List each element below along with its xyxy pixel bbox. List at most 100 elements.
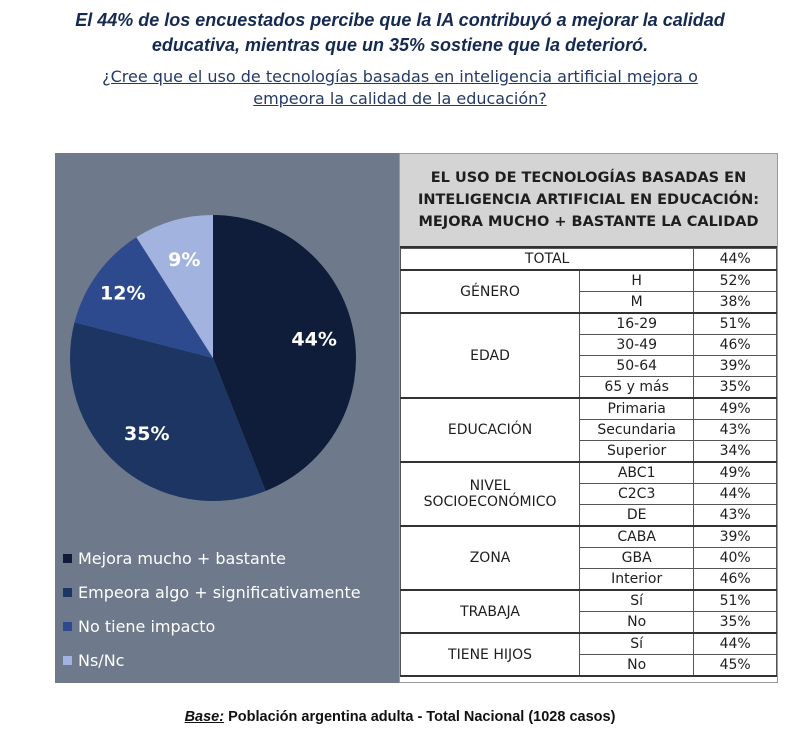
table-group-label-line: EDAD — [470, 347, 510, 364]
table-subgroup-label: ABC1 — [579, 461, 695, 484]
legend-label-no-impacto: No tiene impacto — [78, 616, 216, 636]
legend-item-empeora: Empeora algo + significativamente — [63, 575, 361, 609]
table-row: GBA 40% — [401, 547, 777, 569]
table-subgroup-label: GBA — [579, 547, 695, 569]
table-group-label-line: ZONA — [469, 550, 511, 566]
table-group-label-line: TRABAJA — [460, 603, 521, 620]
table-group-label: NIVEL SOCIOECONÓMICO — [399, 461, 581, 527]
legend-swatch-no-impacto — [63, 621, 72, 631]
table-row: NIVEL SOCIOECONÓMICO ABC1 49% — [399, 461, 777, 527]
table-value: 39% — [693, 355, 777, 377]
table-value: 34% — [693, 440, 777, 463]
pie-label-mejora: 44% — [291, 329, 336, 351]
table-value: 35% — [693, 611, 777, 634]
legend-item-mejora: Mejora mucho + bastante — [63, 541, 361, 575]
table-row-total: TOTAL 44% — [399, 248, 777, 271]
table-value: 52% — [693, 269, 777, 292]
table-row: GÉNERO H 52% — [399, 269, 777, 314]
table-value: 45% — [693, 654, 777, 677]
table-subgroup-label: M — [579, 291, 695, 314]
pie-slice-mejora — [213, 215, 357, 491]
table-title-line-1: EL USO DE TECNOLOGÍAS BASADAS EN — [430, 170, 747, 186]
table-group-label: GÉNERO — [399, 269, 581, 314]
breakdown-table-panel: EL USO DE TECNOLOGÍAS BASADAS EN INTELIGE… — [399, 153, 778, 683]
table-value: 49% — [693, 461, 777, 484]
headline: El 44% de los encuestados percibe que la… — [20, 8, 780, 58]
legend-swatch-nsnc — [63, 655, 72, 665]
footer-base-label: Base: — [184, 709, 225, 725]
question-line-1: ¿Cree que el uso de tecnologías basadas … — [102, 67, 698, 86]
table-value: 51% — [693, 312, 777, 335]
table-subgroup-label: 16-29 — [579, 312, 695, 335]
table-value: 43% — [693, 419, 777, 441]
pie-slice-no-impacto — [74, 237, 213, 358]
pie-label-no-impacto: 12% — [100, 282, 145, 304]
legend-label-empeora: Empeora algo + significativamente — [78, 582, 361, 602]
table-subgroup-label: CABA — [579, 525, 695, 548]
footer-base-note: Base: Población argentina adulta - Total… — [0, 709, 800, 725]
table-subgroup-label: Interior — [579, 568, 695, 591]
table-value: 40% — [693, 547, 777, 569]
survey-question: ¿Cree que el uso de tecnologías basadas … — [20, 66, 780, 110]
table-row: EDUCACIÓN Primaria 49% — [399, 397, 777, 463]
table-value: 35% — [693, 376, 777, 399]
table-row: 50-64 39% — [401, 355, 777, 377]
table-row: Superior 34% — [401, 440, 777, 463]
table-group-label-line: TIENE HIJOS — [448, 646, 533, 663]
table-subgroup-label: Sí — [579, 632, 695, 655]
table-row: 65 y más 35% — [401, 376, 777, 399]
table-row: TIENE HIJOS Sí 44% — [399, 632, 777, 677]
table-subgroup-label: Secundaria — [579, 419, 695, 441]
pie-slice-nsnc — [136, 215, 213, 358]
table-subgroup-label: 30-49 — [579, 334, 695, 356]
table-value: 44% — [693, 632, 777, 655]
table-subgroup-label: Primaria — [579, 397, 695, 420]
table-row: No 45% — [401, 654, 777, 677]
table-value: 43% — [693, 504, 777, 527]
legend-label-mejora: Mejora mucho + bastante — [78, 548, 287, 568]
table-value: 39% — [693, 525, 777, 548]
table-row: TRABAJA Sí 51% — [399, 589, 777, 634]
table-subgroup-label: Sí — [579, 589, 695, 612]
table-subgroup-label: DE — [579, 504, 695, 527]
pie-label-nsnc: 9% — [168, 249, 200, 271]
table-subgroup-label: No — [579, 611, 695, 634]
headline-line-1: El 44% de los encuestados percibe que la… — [75, 10, 725, 30]
table-subgroup-label: C2C3 — [579, 483, 695, 505]
table-title-line-2: INTELIGENCIA ARTIFICIAL EN EDUCACIÓN: — [417, 192, 760, 208]
table-subgroup-label: 65 y más — [579, 376, 695, 399]
table-title: EL USO DE TECNOLOGÍAS BASADAS EN INTELIGE… — [400, 154, 777, 248]
table-row: EDAD 16-29 51% — [399, 312, 777, 399]
table-value: 51% — [693, 589, 777, 612]
headline-line-2: educativa, mientras que un 35% sostiene … — [151, 35, 649, 55]
total-label: TOTAL — [399, 248, 695, 271]
table-value: 38% — [693, 291, 777, 314]
table-group-label: TRABAJA — [399, 589, 581, 634]
table-row: Secundaria 43% — [401, 419, 777, 441]
table-row: ZONA CABA 39% — [399, 525, 777, 591]
table-row: M 38% — [401, 291, 777, 314]
table-group-label: TIENE HIJOS — [399, 632, 581, 677]
table-title-line-3: MEJORA MUCHO + BASTANTE LA CALIDAD — [418, 214, 759, 230]
table-subgroup-label: H — [579, 269, 695, 292]
footer-base-text: Población argentina adulta - Total Nacio… — [224, 709, 616, 725]
pie-slice-empeora — [69, 322, 266, 501]
breakdown-table: TOTAL 44% GÉNERO H 52% M 38% EDAD 16-29 51% 30-49 4… — [399, 248, 777, 677]
table-group-label: ZONA — [399, 525, 581, 591]
table-value: 46% — [693, 568, 777, 591]
total-value: 44% — [693, 248, 777, 271]
table-group-label-line: EDUCACIÓN — [447, 422, 533, 438]
pie-chart-panel: 44% 35% 12% 9% Mejora mucho + bastante Empeo… — [55, 153, 399, 683]
legend-label-nsnc: Ns/Nc — [78, 650, 125, 670]
question-line-2: empeora la calidad de la educación? — [253, 89, 547, 108]
table-value: 49% — [693, 397, 777, 420]
table-group-label-line: SOCIOECONÓMICO — [423, 494, 557, 510]
pie-legend: Mejora mucho + bastante Empeora algo + si… — [63, 541, 361, 677]
legend-item-no-impacto: No tiene impacto — [63, 609, 361, 643]
legend-swatch-empeora — [63, 587, 72, 597]
table-row: Interior 46% — [401, 568, 777, 591]
table-row: DE 43% — [401, 504, 777, 527]
table-row: C2C3 44% — [401, 483, 777, 505]
legend-item-nsnc: Ns/Nc — [63, 643, 361, 677]
table-group-label: EDUCACIÓN — [399, 397, 581, 463]
